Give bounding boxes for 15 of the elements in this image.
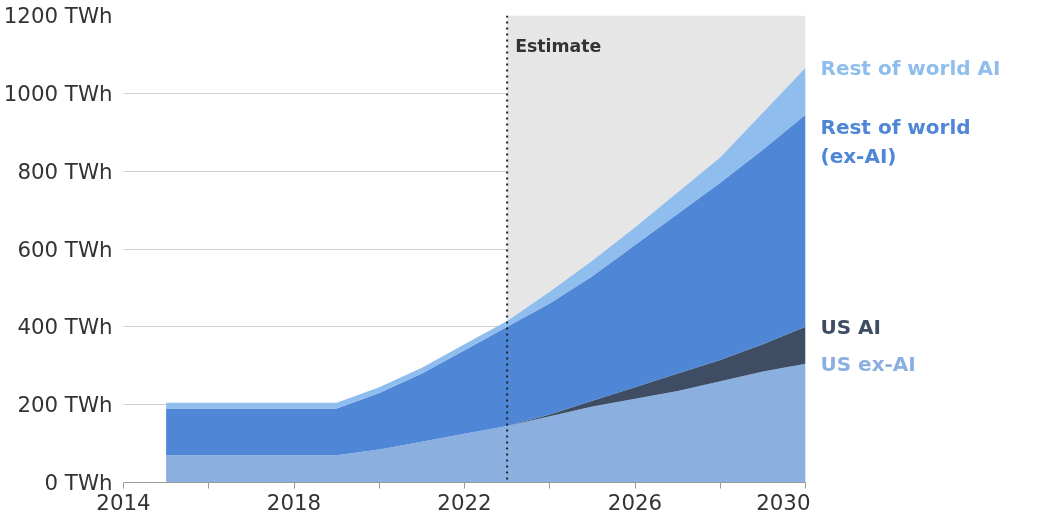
x-tick-label: 2018 [266, 489, 322, 515]
series-label: Rest of world (ex-AI) [820, 114, 971, 168]
y-tick-label: 1000 TWh [3, 80, 113, 106]
y-tick-label: 600 TWh [17, 236, 113, 262]
y-tick-label: 200 TWh [17, 392, 113, 418]
y-tick-label: 1200 TWh [3, 3, 113, 28]
series-label: Rest of world AI [820, 56, 1001, 81]
x-tick-label: 2030 [756, 489, 811, 515]
band-label: Estimate [515, 35, 602, 56]
series-label: US ex-AI [820, 351, 916, 376]
x-tick-label: 2022 [437, 489, 492, 515]
series-label: US AI [820, 314, 882, 339]
y-tick-label: 400 TWh [17, 314, 113, 340]
y-tick-label: 800 TWh [17, 158, 113, 184]
x-tick-label: 2026 [607, 489, 663, 515]
